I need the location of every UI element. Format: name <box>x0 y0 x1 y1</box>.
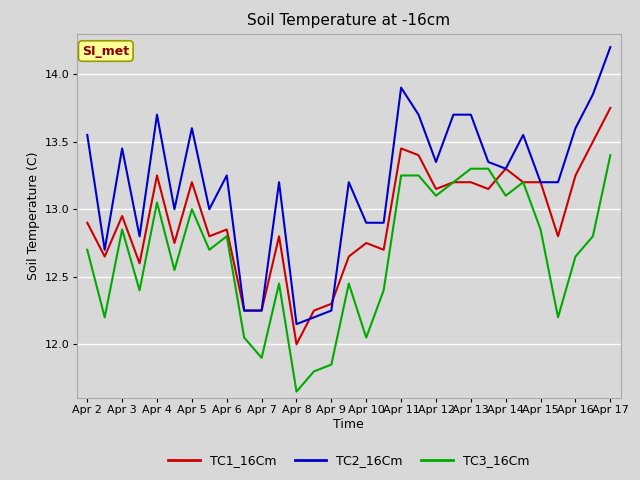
Legend: TC1_16Cm, TC2_16Cm, TC3_16Cm: TC1_16Cm, TC2_16Cm, TC3_16Cm <box>163 449 534 472</box>
X-axis label: Time: Time <box>333 418 364 431</box>
Y-axis label: Soil Temperature (C): Soil Temperature (C) <box>26 152 40 280</box>
Text: SI_met: SI_met <box>82 45 129 58</box>
Title: Soil Temperature at -16cm: Soil Temperature at -16cm <box>247 13 451 28</box>
